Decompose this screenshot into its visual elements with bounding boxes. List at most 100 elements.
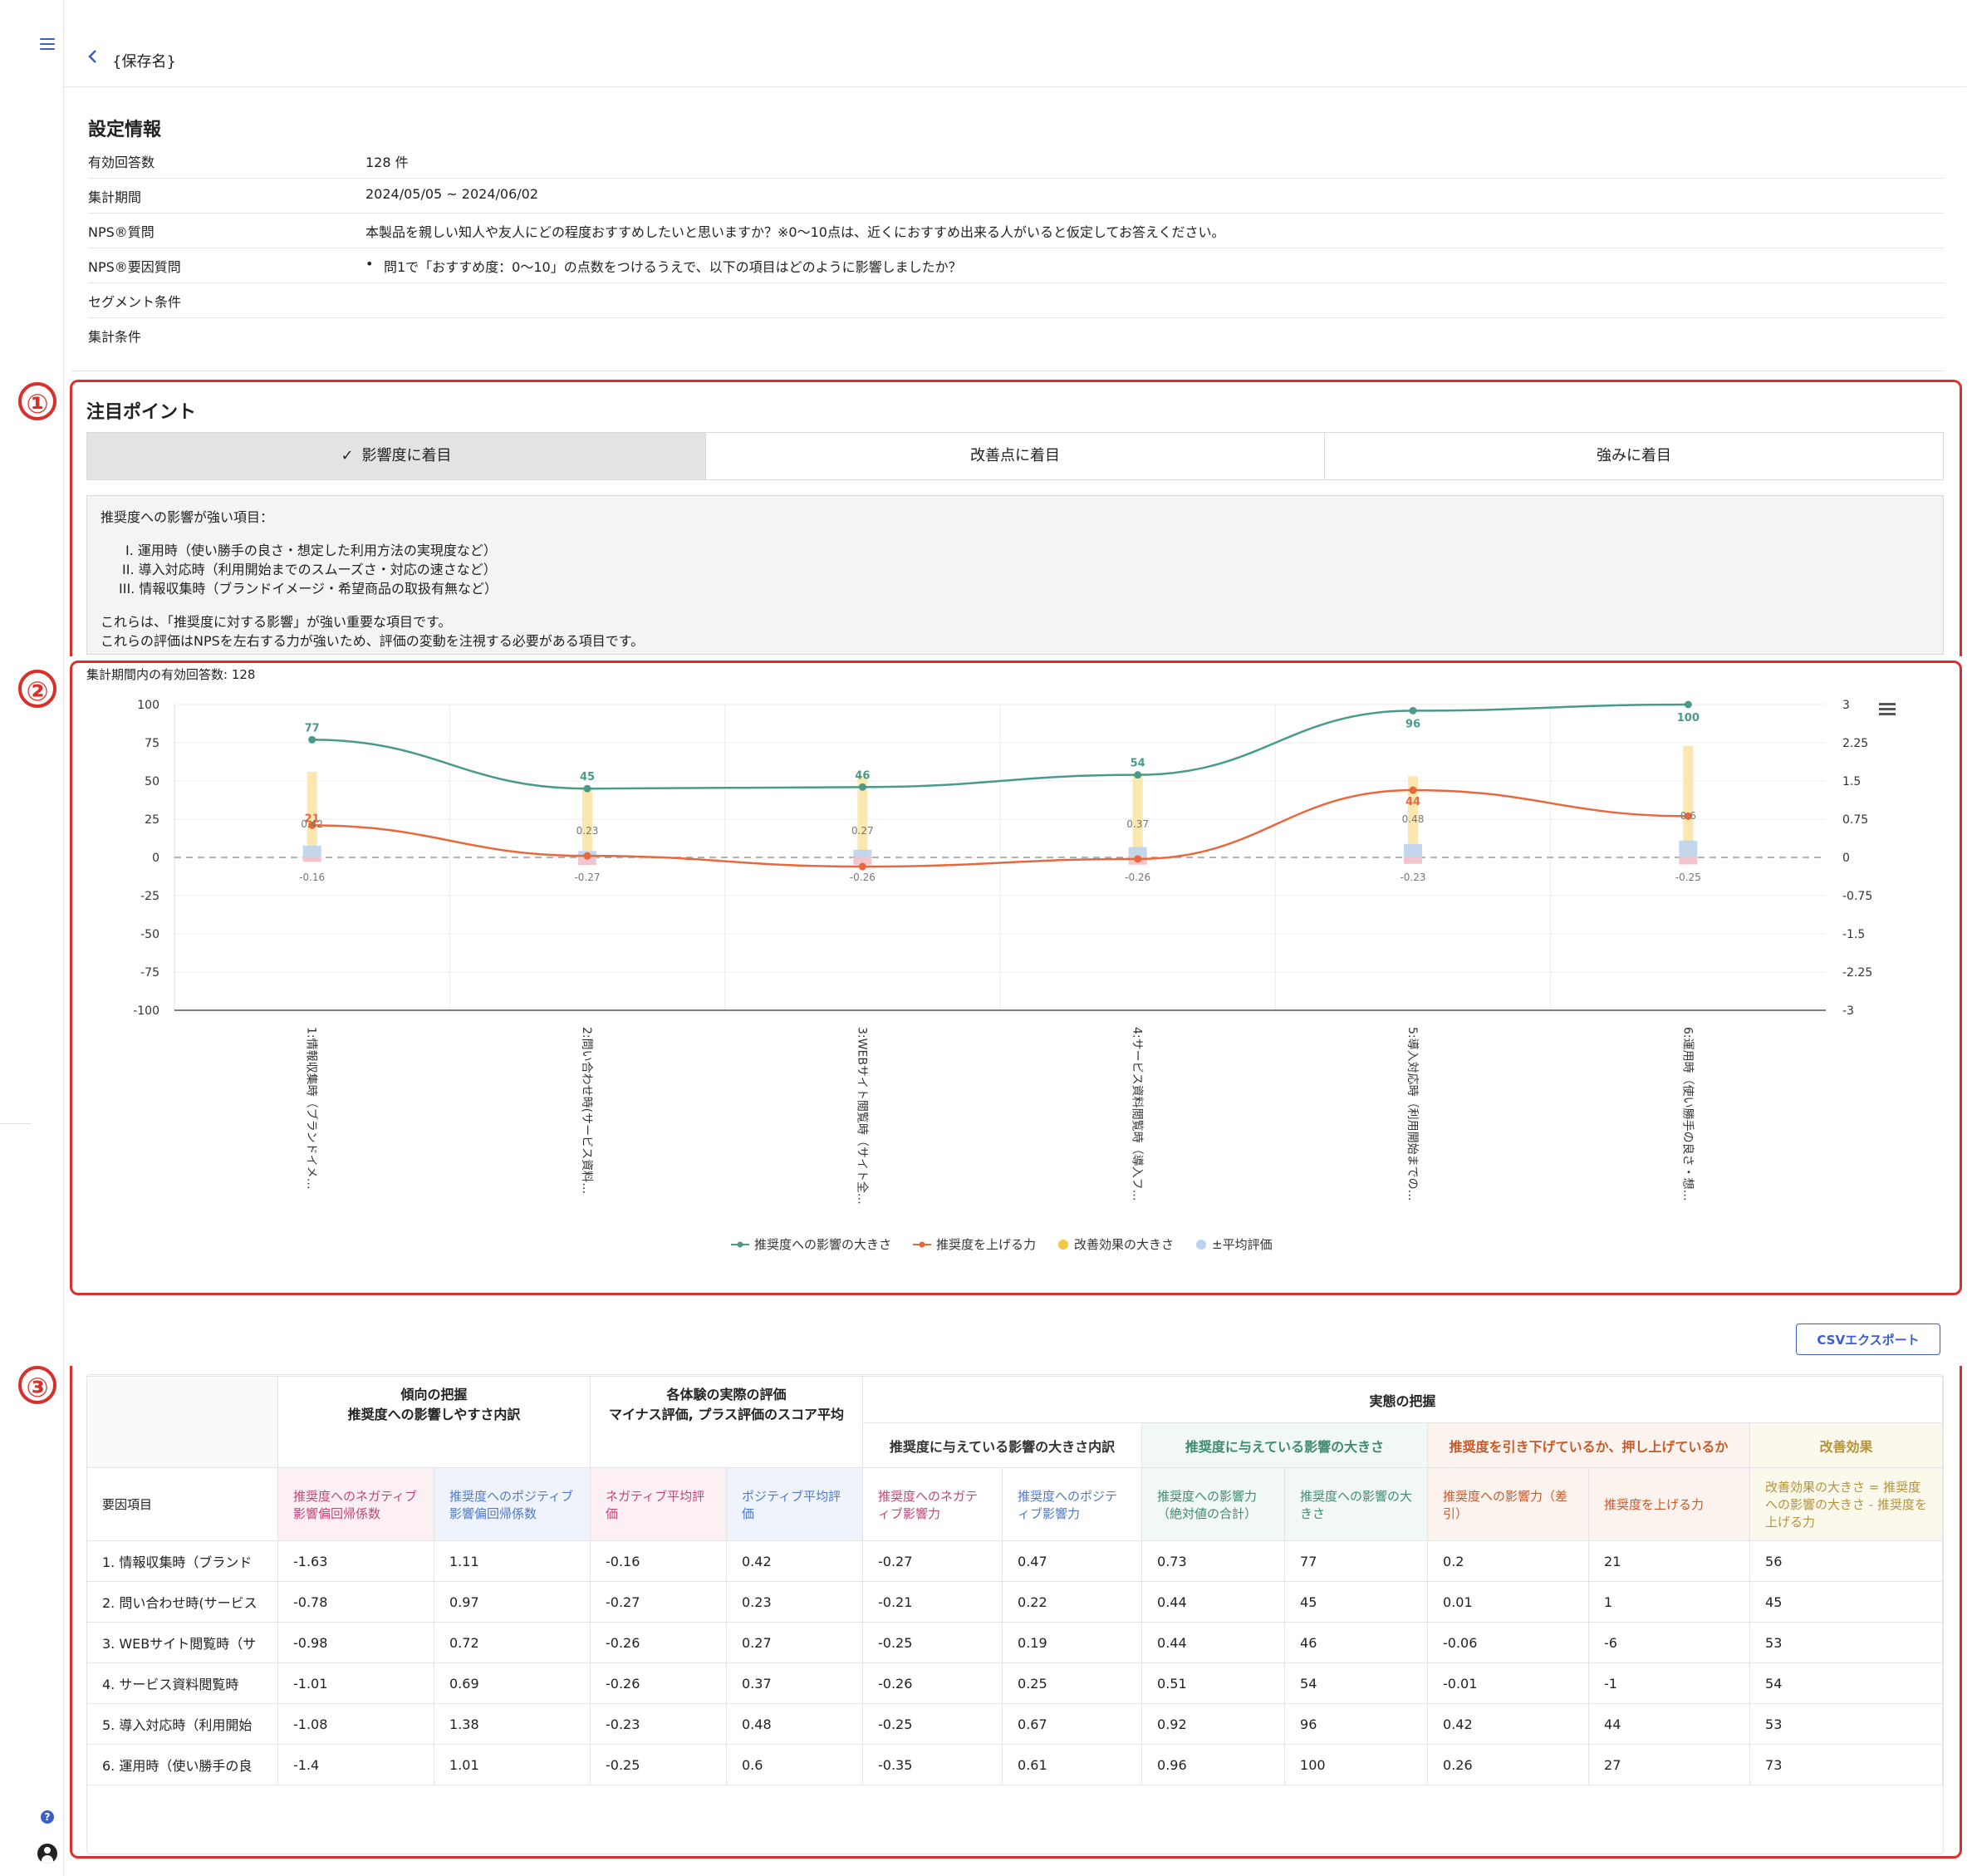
info-item: II. 導入対応時（利用開始までのスムーズさ・対応の速さなど） bbox=[122, 562, 497, 577]
settings-row-segment: セグメント条件 bbox=[88, 282, 1944, 318]
legend-line-orange-icon bbox=[913, 1241, 932, 1247]
cell: 0.48 bbox=[725, 1703, 864, 1745]
positive-average-label: 0.27 bbox=[851, 825, 874, 837]
table-row[interactable]: 3. WEBサイト閲覧時（サ -0.98 0.72 -0.26 0.27 -0.25 0.1… bbox=[86, 1622, 1944, 1663]
hamburger-icon[interactable] bbox=[1879, 703, 1896, 716]
cell: 0.67 bbox=[1002, 1703, 1143, 1745]
back-button[interactable] bbox=[87, 48, 99, 69]
cell: 0.23 bbox=[725, 1581, 864, 1623]
positive-average-label: 0.23 bbox=[576, 825, 599, 837]
cell: 0.37 bbox=[725, 1662, 864, 1704]
tab-improvement[interactable]: 改善点に着目 bbox=[706, 433, 1325, 479]
table-row[interactable]: 5. 導入対応時（利用開始 -1.08 1.38 -0.23 0.48 -0.25 0.67… bbox=[86, 1703, 1944, 1745]
settings-card: 設定情報 有効回答数 128 件 集計期間 2024/05/05 ~ 2024/… bbox=[71, 91, 1944, 371]
top-bar: {保存名} bbox=[64, 33, 1966, 87]
cell: 0.25 bbox=[1002, 1662, 1143, 1704]
table-row[interactable]: 6. 運用時（使い勝手の良 -1.4 1.01 -0.25 0.6 -0.35 0.61 0.… bbox=[86, 1744, 1944, 1785]
cell: 1.38 bbox=[434, 1703, 591, 1745]
table-group-row: 傾向の把握 推奨度への影響しやすさ内訳 各体験の実際の評価 マイナス評価, プラス評… bbox=[86, 1376, 1944, 1468]
cell: -0.35 bbox=[862, 1744, 1003, 1785]
cell: 45 bbox=[1284, 1581, 1429, 1623]
improvement-bar bbox=[1683, 745, 1694, 857]
cell: -0.27 bbox=[590, 1581, 727, 1623]
impact-data-label: 46 bbox=[855, 769, 870, 782]
x-category-label: 2:問い合わせ時(サービス資料… bbox=[580, 1027, 593, 1194]
cell: -6 bbox=[1588, 1622, 1751, 1663]
legend-impact[interactable]: 推奨度への影響の大きさ bbox=[731, 1235, 891, 1253]
settings-title: 設定情報 bbox=[88, 120, 162, 140]
y-right-tick-label: -2.25 bbox=[1842, 966, 1872, 980]
group-label: 傾向の把握 bbox=[400, 1387, 468, 1402]
positive-average-label: 0.37 bbox=[1126, 818, 1149, 830]
check-icon: ✓ bbox=[341, 447, 354, 464]
negative-average-bar bbox=[302, 857, 321, 862]
y-right-tick-label: -3 bbox=[1842, 1004, 1854, 1018]
negative-average-bar bbox=[853, 857, 872, 865]
annotation-box-2 bbox=[70, 661, 1962, 1295]
cell: -0.98 bbox=[277, 1622, 434, 1663]
impact-point bbox=[1684, 700, 1692, 709]
cell: 0.92 bbox=[1141, 1703, 1286, 1745]
table-row[interactable]: 4. サービス資料閲覧時 -1.01 0.69 -0.26 0.37 -0.26 0.25 0… bbox=[86, 1662, 1944, 1704]
table-row[interactable]: 2. 問い合わせ時(サービス -0.78 0.97 -0.27 0.23 -0.21 0.2… bbox=[86, 1581, 1944, 1623]
legend-average[interactable]: ±平均評価 bbox=[1195, 1235, 1273, 1253]
annotation-marker-1: ① bbox=[18, 382, 56, 420]
settings-label: 集計条件 bbox=[88, 329, 142, 345]
tab-impact[interactable]: ✓ 影響度に着目 bbox=[87, 433, 706, 479]
cell: 21 bbox=[1588, 1540, 1751, 1582]
subgroup-improve: 改善効果 bbox=[1749, 1422, 1944, 1468]
menu-icon[interactable] bbox=[40, 38, 55, 50]
impact-series-line bbox=[311, 703, 1689, 790]
cell: 3. WEBサイト閲覧時（サ bbox=[86, 1622, 278, 1663]
y-left-tick-label: 50 bbox=[145, 775, 159, 788]
cell: -0.23 bbox=[590, 1703, 727, 1745]
tab-label: 強みに着目 bbox=[1597, 447, 1671, 464]
group-actual: 実態の把握 bbox=[862, 1376, 1944, 1423]
table-subgroup-row: 推奨度に与えている影響の大きさ内訳 推奨度に与えている影響の大きさ 推奨度を引き… bbox=[87, 1422, 1944, 1468]
negative-average-label: -0.26 bbox=[1125, 872, 1150, 883]
settings-row-period: 集計期間 2024/05/05 ~ 2024/06/02 bbox=[88, 178, 1944, 214]
table-row[interactable]: 1. 情報収集時（ブランド -1.63 1.11 -0.16 0.42 -0.27 0.47… bbox=[86, 1540, 1944, 1582]
user-account-icon[interactable] bbox=[37, 1844, 57, 1864]
impact-point bbox=[583, 784, 591, 793]
subgroup-size: 推奨度に与えている影響の大きさ bbox=[1141, 1422, 1429, 1468]
rail-divider bbox=[0, 1123, 32, 1124]
cell: 0.42 bbox=[725, 1540, 864, 1582]
cell: -0.26 bbox=[590, 1622, 727, 1663]
cell: 53 bbox=[1749, 1703, 1944, 1745]
impact-point bbox=[858, 783, 866, 791]
improvement-bar bbox=[1408, 776, 1418, 857]
settings-label: NPS®質問 bbox=[88, 224, 155, 240]
cell: 0.69 bbox=[434, 1662, 591, 1704]
cell: 0.19 bbox=[1002, 1622, 1143, 1663]
header-spacer bbox=[86, 1376, 278, 1468]
y-right-tick-label: 1.5 bbox=[1842, 775, 1861, 788]
cell: 0.2 bbox=[1427, 1540, 1590, 1582]
y-right-tick-label: -1.5 bbox=[1842, 928, 1865, 941]
raise-point bbox=[583, 852, 591, 860]
annotation-box-3 bbox=[70, 1366, 1962, 1859]
y-left-tick-label: 25 bbox=[145, 813, 159, 827]
y-right-tick-label: -0.75 bbox=[1842, 890, 1872, 903]
improvement-bar bbox=[857, 776, 868, 857]
tab-strength[interactable]: 強みに着目 bbox=[1325, 433, 1943, 479]
help-icon[interactable]: ? bbox=[41, 1810, 54, 1824]
column-header: ネガティブ平均評価 bbox=[590, 1467, 727, 1541]
cell: 100 bbox=[1284, 1744, 1429, 1785]
legend-improvement[interactable]: 改善効果の大きさ bbox=[1057, 1235, 1174, 1253]
negative-average-bar bbox=[578, 857, 596, 866]
settings-row-factor-question: NPS®要因質問 • 問1で「おすすめ度：0〜10」の点数をつけるうえで、以下の項… bbox=[88, 248, 1944, 283]
cell: 0.61 bbox=[1002, 1744, 1143, 1785]
cell: 2. 問い合わせ時(サービス bbox=[86, 1581, 278, 1623]
cell: -0.27 bbox=[862, 1540, 1003, 1582]
legend-raise[interactable]: 推奨度を上げる力 bbox=[913, 1235, 1036, 1253]
cell: 0.6 bbox=[725, 1744, 864, 1785]
info-line: これらの評価はNPSを左右する力が強いため、評価の変動を注視する必要がある項目で… bbox=[101, 633, 645, 649]
positive-average-bar bbox=[1404, 843, 1422, 857]
improvement-bar bbox=[1132, 774, 1143, 857]
cell: 4. サービス資料閲覧時 bbox=[86, 1662, 278, 1704]
cell: -0.25 bbox=[590, 1744, 727, 1785]
raise-data-label: 21 bbox=[305, 813, 320, 825]
csv-export-button[interactable]: CSVエクスポート bbox=[1796, 1324, 1940, 1355]
cell: 0.44 bbox=[1141, 1581, 1286, 1623]
